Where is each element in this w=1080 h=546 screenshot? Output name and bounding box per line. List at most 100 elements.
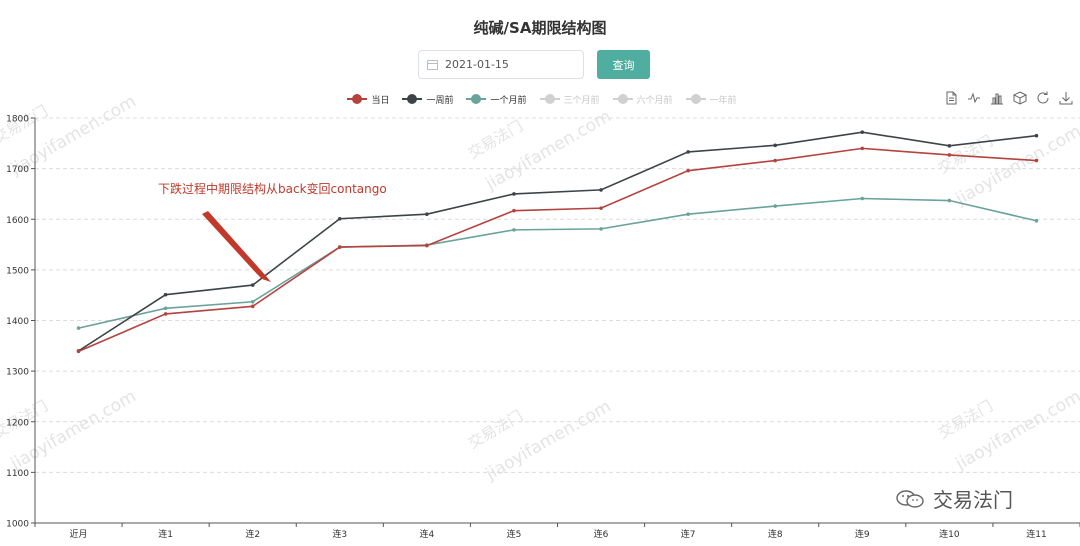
- data-point: [1034, 133, 1039, 138]
- brand-watermark: 交易法门: [895, 484, 1013, 513]
- watermark-brand: 交易法门: [935, 397, 996, 443]
- data-point: [599, 227, 603, 231]
- y-tick-label: 1700: [6, 165, 29, 175]
- data-point: [773, 204, 778, 208]
- x-tick-label: 连11: [1026, 528, 1046, 540]
- data-point: [599, 206, 603, 210]
- bar-chart-icon[interactable]: [989, 90, 1005, 106]
- annotation-text: 下跌过程中期限结构从back变回contango: [158, 181, 387, 196]
- data-point: [773, 143, 778, 148]
- x-tick-label: 连10: [939, 528, 960, 540]
- legend-swatch: [685, 94, 706, 104]
- data-point: [686, 150, 690, 154]
- x-tick-label: 连2: [245, 528, 260, 540]
- legend-item-today[interactable]: 当日: [347, 92, 389, 106]
- calendar-icon: [427, 59, 438, 70]
- series-line: [78, 197, 1037, 329]
- data-point: [425, 243, 429, 248]
- date-picker[interactable]: [418, 50, 584, 79]
- legend-swatch: [347, 94, 368, 104]
- chart-legend: 当日 一周前 一个月前 三个月前 六个月前 一年前: [0, 92, 1080, 106]
- y-tick-label: 1300: [6, 368, 29, 378]
- data-point: [163, 312, 168, 316]
- data-point: [599, 188, 603, 192]
- data-point: [250, 304, 255, 309]
- x-tick-label: 连9: [855, 528, 870, 540]
- data-point: [1034, 218, 1039, 223]
- x-tick-label: 连4: [420, 528, 435, 540]
- watermark-text: jiaoyifamen.com: [952, 122, 1080, 210]
- watermark-text: jiaoyifamen.com: [482, 397, 615, 485]
- series-line: [78, 131, 1037, 352]
- data-point: [773, 158, 778, 163]
- x-tick-label: 连8: [768, 528, 783, 540]
- legend-item-three-months-ago[interactable]: 三个月前: [539, 92, 600, 106]
- watermark-text: jiaoyifamen.com: [7, 387, 140, 475]
- legend-item-six-months-ago[interactable]: 六个月前: [612, 92, 673, 106]
- y-tick-label: 1100: [6, 469, 29, 479]
- data-point: [1034, 158, 1039, 163]
- line-chart-icon[interactable]: [966, 90, 982, 106]
- watermark-brand: 交易法门: [465, 407, 526, 453]
- x-tick-label: 近月: [70, 528, 88, 540]
- x-tick-label: 连3: [332, 528, 347, 540]
- legend-swatch: [402, 94, 423, 104]
- series-一周前: [76, 130, 1039, 353]
- y-tick-label: 1800: [6, 115, 29, 125]
- legend-label: 三个月前: [563, 95, 600, 106]
- data-point: [947, 198, 952, 203]
- stack-icon[interactable]: [1012, 90, 1028, 106]
- legend-label: 六个月前: [636, 95, 673, 106]
- date-input[interactable]: [445, 58, 565, 71]
- x-tick-label: 连1: [158, 528, 173, 540]
- annotation-arrow: [202, 211, 271, 282]
- series-一个月前: [76, 196, 1039, 330]
- data-point: [947, 144, 952, 148]
- legend-label: 一个月前: [490, 95, 527, 106]
- legend-label: 当日: [371, 95, 390, 106]
- data-point: [860, 196, 865, 201]
- legend-swatch: [539, 94, 560, 104]
- data-point: [250, 283, 255, 287]
- data-point: [686, 212, 690, 216]
- series-line: [78, 147, 1037, 353]
- legend-item-week-ago[interactable]: 一周前: [402, 92, 453, 106]
- chart-grid: [35, 117, 1080, 473]
- x-tick-label: 连6: [594, 528, 609, 540]
- data-point: [425, 212, 429, 216]
- legend-item-month-ago[interactable]: 一个月前: [466, 92, 527, 106]
- data-point: [512, 192, 516, 196]
- data-point: [337, 216, 342, 221]
- data-point: [76, 326, 81, 330]
- y-tick-label: 1200: [6, 418, 29, 428]
- data-point: [250, 299, 255, 304]
- series-当日: [76, 146, 1039, 354]
- chart-series: [76, 130, 1039, 354]
- data-point: [860, 146, 865, 151]
- watermark-text: jiaoyifamen.com: [482, 107, 615, 195]
- data-point: [512, 228, 516, 232]
- brand-watermark-text: 交易法门: [933, 488, 1013, 512]
- data-point: [686, 168, 690, 173]
- y-tick-label: 1000: [6, 520, 29, 530]
- legend-swatch: [466, 94, 487, 104]
- chart-axes: 1000 1100 1200 1300 1400 1500 1600 1700 1800 近月 连1…: [6, 115, 1080, 540]
- download-icon[interactable]: [1058, 90, 1074, 106]
- y-tick-label: 1500: [6, 266, 29, 276]
- restore-icon[interactable]: [1035, 90, 1051, 106]
- data-view-icon[interactable]: [943, 90, 959, 106]
- legend-item-year-ago[interactable]: 一年前: [685, 92, 737, 106]
- watermark-text: jiaoyifamen.com: [952, 387, 1080, 475]
- data-point: [163, 292, 168, 297]
- data-point: [76, 349, 81, 354]
- y-tick-label: 1400: [6, 317, 29, 327]
- legend-swatch: [612, 94, 633, 104]
- query-button[interactable]: 查询: [597, 50, 650, 79]
- legend-label: 一周前: [426, 95, 454, 106]
- data-point: [860, 130, 865, 134]
